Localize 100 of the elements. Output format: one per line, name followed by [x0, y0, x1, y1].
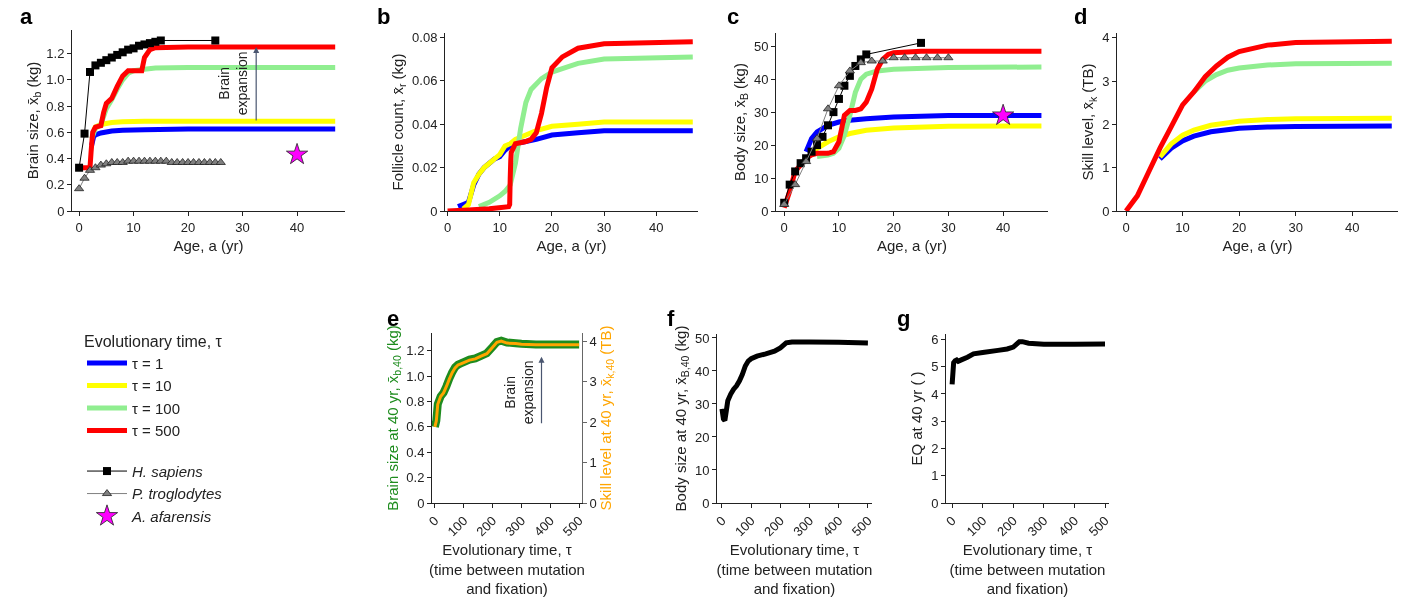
- legend-label: H. sapiens: [132, 462, 204, 480]
- y-tick-label: 3: [1102, 73, 1110, 89]
- y2-tick-label: 1: [589, 455, 597, 471]
- y-tick-label: 4: [931, 386, 939, 402]
- y-tick-label: 0: [430, 203, 438, 219]
- y-axis-title: EQ at 40 yr ( ): [908, 371, 926, 466]
- x-tick-label: 400: [1055, 513, 1082, 540]
- chart-title: b: [377, 4, 391, 29]
- y-tick-label: 0.8: [46, 98, 65, 114]
- legend-label: τ = 100: [132, 399, 181, 417]
- x-tick-label: 40: [1344, 219, 1360, 235]
- y-tick-label: 20: [694, 429, 710, 445]
- x-tick-label: 20: [886, 219, 901, 235]
- x-tick-label: 10: [1175, 219, 1190, 235]
- y-tick-label: 1.2: [46, 46, 65, 62]
- x-tick-label: 300: [1024, 513, 1051, 540]
- y-tick-label: 30: [694, 396, 710, 412]
- legend-label: τ = 1: [132, 354, 164, 372]
- y-tick-label: 0.06: [412, 73, 438, 89]
- x-tick-label: 30: [941, 219, 956, 235]
- x-tick-label: 30: [1288, 219, 1303, 235]
- y-tick-label: 2: [931, 441, 939, 457]
- y-tick-label: 0.2: [46, 177, 65, 193]
- x-tick-label: 0: [780, 219, 788, 235]
- x-tick-label: 0: [943, 513, 959, 529]
- y-tick-label: 0: [1102, 203, 1110, 219]
- legend-label: P. troglodytes: [132, 485, 223, 503]
- y-tick-label: 0.02: [412, 160, 438, 176]
- legend-label: τ = 500: [132, 422, 181, 440]
- x-tick-label: 20: [544, 219, 560, 235]
- x-tick-label: 20: [180, 219, 196, 235]
- y-tick-label: 0.4: [406, 444, 425, 460]
- x-tick-label: 100: [444, 513, 471, 540]
- y-tick-label: 1: [1102, 160, 1110, 176]
- y-tick-label: 30: [753, 104, 769, 120]
- x-tick-label: 300: [790, 513, 817, 540]
- x-tick-label: 100: [731, 513, 758, 540]
- x-tick-label: 200: [761, 513, 788, 540]
- y-tick-label: 3: [931, 413, 939, 429]
- y2-tick-label: 0: [589, 495, 597, 511]
- x-tick-label: 400: [819, 513, 846, 540]
- x-tick-label: 10: [492, 219, 507, 235]
- y-tick-label: 0.8: [406, 394, 425, 410]
- x-tick-label: 40: [995, 219, 1011, 235]
- y-tick-label: 50: [753, 38, 769, 54]
- y-tick-label: 40: [694, 363, 710, 379]
- x-tick-label: 0: [443, 219, 452, 235]
- x-tick-label: 200: [473, 513, 500, 540]
- x-tick-label: 30: [596, 219, 612, 235]
- y-tick-label: 0: [761, 203, 769, 219]
- x-tick-label: 200: [994, 513, 1020, 540]
- y2-tick-label: 4: [589, 333, 597, 349]
- y-tick-label: 10: [694, 462, 710, 478]
- chart-title: a: [20, 4, 33, 29]
- y-tick-label: 50: [694, 330, 710, 346]
- x-axis-title: Evolutionary time, τ (time between mutation and fixation): [949, 541, 1106, 598]
- y-tick-label: 1.2: [406, 343, 425, 359]
- x-axis-title: Age, a (yr): [1222, 236, 1293, 254]
- x-tick-label: 500: [1085, 513, 1112, 540]
- annotation: Brain expansion: [216, 51, 251, 116]
- chart-title: c: [727, 4, 740, 29]
- y-tick-label: 0: [57, 203, 65, 219]
- x-tick-label: 400: [531, 513, 557, 540]
- y-tick-label: 0: [702, 495, 710, 511]
- x-axis-title: Evolutionary time, τ (time between mutation and fixation): [716, 541, 873, 598]
- y-tick-label: 1.0: [406, 368, 425, 384]
- x-axis-title: Age, a (yr): [876, 236, 948, 254]
- x-tick-label: 300: [502, 513, 529, 540]
- y-tick-label: 1.0: [46, 72, 65, 88]
- x-axis-title: Age, a (yr): [173, 236, 244, 254]
- x-tick-label: 0: [75, 219, 83, 235]
- x-tick-label: 10: [126, 219, 141, 235]
- x-tick-label: 0: [1122, 219, 1130, 235]
- y-tick-label: 0: [931, 495, 939, 511]
- legend-label: τ = 10: [132, 377, 172, 395]
- y-tick-label: 0.6: [46, 124, 65, 140]
- x-tick-label: 500: [848, 513, 875, 540]
- x-tick-label: 40: [649, 219, 664, 235]
- y-tick-label: 10: [753, 170, 769, 186]
- chart-title: f: [667, 306, 675, 331]
- chart-title: g: [897, 306, 911, 331]
- y-tick-label: 0: [417, 495, 425, 511]
- x-tick-label: 40: [289, 219, 305, 235]
- y-tick-label: 0.4: [46, 151, 65, 167]
- y-tick-label: 0.6: [406, 419, 425, 435]
- x-tick-label: 0: [712, 513, 729, 529]
- x-tick-label: 10: [831, 219, 847, 235]
- y-tick-label: 0.04: [412, 116, 438, 132]
- y-tick-label: 4: [1102, 30, 1110, 46]
- y-tick-label: 40: [753, 71, 769, 87]
- y-tick-label: 2: [1102, 116, 1110, 132]
- legend-title: Evolutionary time, τ: [84, 332, 223, 350]
- y-tick-label: 1: [931, 468, 939, 484]
- y2-tick-label: 2: [589, 414, 597, 430]
- x-axis-title: Age, a (yr): [536, 236, 607, 254]
- y2-tick-label: 3: [589, 374, 597, 390]
- legend-label: A. afarensis: [131, 507, 212, 525]
- chart-title: d: [1074, 4, 1088, 29]
- x-tick-label: 100: [963, 513, 990, 540]
- x-tick-label: 500: [559, 513, 586, 540]
